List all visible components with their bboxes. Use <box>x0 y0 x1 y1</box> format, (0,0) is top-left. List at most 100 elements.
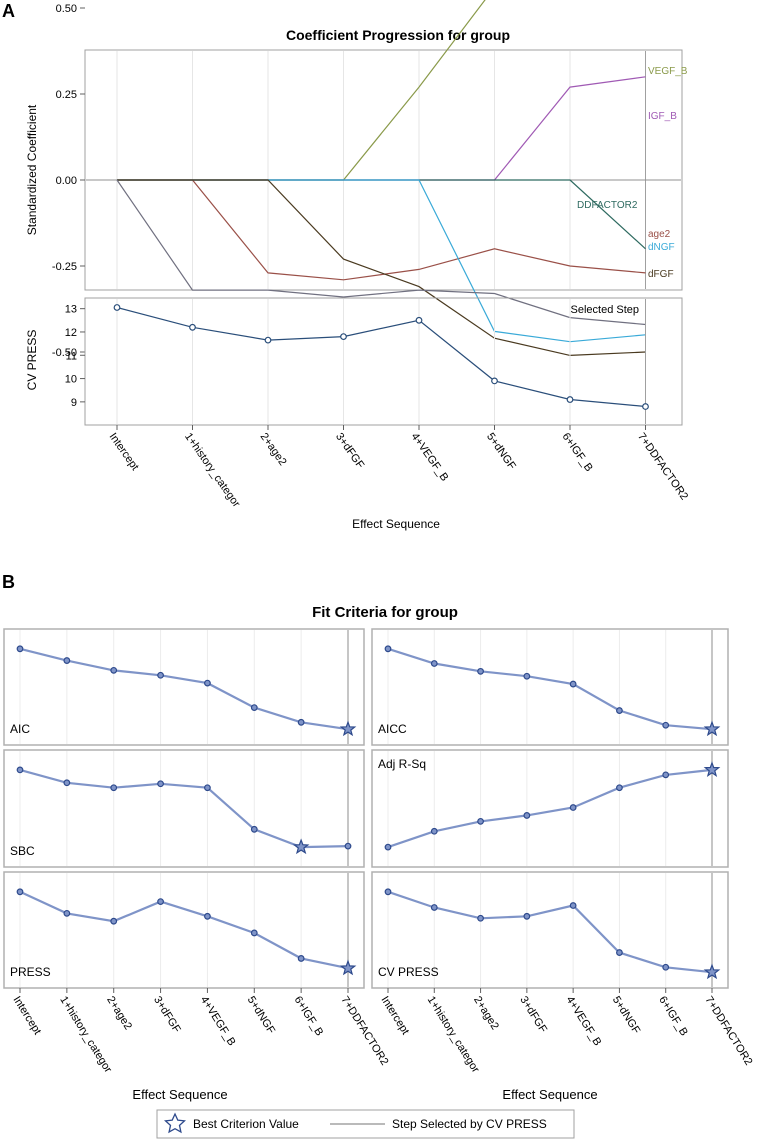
cv-press-point <box>566 396 574 403</box>
fit-point <box>616 949 623 956</box>
fit-point <box>204 912 211 920</box>
a-xtick-label: 2+age2 <box>258 431 289 468</box>
panel-a-xlabel: Effect Sequence <box>352 517 440 531</box>
fit-panel-cv-press: CV PRESS <box>371 871 729 989</box>
coef-label-dngf: dNGF <box>648 242 675 253</box>
cv-ylabel: CV PRESS <box>25 330 39 391</box>
fit-point <box>430 827 438 835</box>
cv-ytick-label: 12 <box>65 327 77 339</box>
b-xtick-label: 3+dFGF <box>517 994 549 1035</box>
cv-frame <box>84 297 683 426</box>
cv-press-point <box>415 316 423 324</box>
fit-point <box>430 904 438 911</box>
fit-point <box>110 917 118 925</box>
fit-point <box>523 672 531 680</box>
coef-label-igf-b: IGF_B <box>648 111 677 122</box>
fit-panel-frame <box>3 871 365 989</box>
b-xtick-label: 4+VEGF_B <box>564 994 604 1048</box>
fit-point <box>662 721 670 729</box>
fit-panel-label: AIC <box>10 722 30 736</box>
cv-ytick-label: 9 <box>71 397 77 409</box>
cvpress-plot: 13 12 11 10 9 <box>65 297 683 426</box>
coef-ytick-label: 0.50 <box>56 3 77 15</box>
a-xtick-label: 6+IGF_B <box>560 431 595 474</box>
fit-point <box>157 780 164 788</box>
fit-panel-sbc: SBC <box>3 749 365 868</box>
panel-b-xlabel-right: Effect Sequence <box>502 1087 597 1102</box>
fit-panel-label: AICC <box>378 722 407 736</box>
fit-point <box>204 784 211 792</box>
fit-panel-press: PRESS <box>3 871 365 989</box>
fit-point <box>662 771 670 779</box>
cv-ytick-label: 13 <box>65 304 77 316</box>
fit-panel-label: Adj R-Sq <box>378 757 426 771</box>
fit-point <box>250 704 258 711</box>
a-xtick-label: 1+history_categor <box>182 431 242 510</box>
fit-point <box>250 825 258 833</box>
fit-point <box>569 804 577 811</box>
best-criterion-star-icon <box>703 963 721 980</box>
a-xtick-label: Intercept <box>107 431 141 473</box>
fit-panel-aicc: AICC <box>371 628 729 746</box>
fit-point <box>16 645 24 653</box>
fit-point <box>157 898 164 905</box>
cv-press-point <box>113 304 121 311</box>
coef-series-dfgf <box>117 179 646 357</box>
cv-press-point <box>642 403 649 410</box>
best-criterion-star-icon <box>339 959 357 976</box>
panel-a-title: Coefficient Progression for group <box>286 27 510 43</box>
coef-ytick-label: 0.00 <box>56 175 77 187</box>
fit-point <box>662 963 670 971</box>
a-xtick-label: 5+dNGF <box>484 431 518 472</box>
fit-panel-frame <box>3 628 365 746</box>
coef-series-dngf <box>117 179 646 343</box>
fit-line <box>387 768 713 849</box>
fit-panel-frame <box>371 871 729 989</box>
fit-point <box>16 888 24 896</box>
b-xtick-label: Intercept <box>10 994 43 1037</box>
fit-point <box>477 817 484 825</box>
fit-point <box>477 914 484 922</box>
cv-press-point <box>340 333 347 341</box>
fit-point <box>297 718 305 726</box>
b-xtick-label: 5+dNGF <box>610 994 643 1036</box>
a-xtick-label: 3+dFGF <box>333 431 366 471</box>
coef-frame <box>84 49 683 291</box>
b-xtick-label: 7+DDFACTOR2 <box>702 994 754 1067</box>
fit-point <box>344 842 352 850</box>
fit-point <box>297 955 305 962</box>
fit-point <box>569 680 577 688</box>
fit-point <box>616 707 623 714</box>
best-criterion-star-icon <box>339 720 357 737</box>
fit-point <box>430 660 438 667</box>
coef-series-history-categor <box>116 179 646 326</box>
best-criterion-star-icon <box>703 720 721 737</box>
fit-panel-frame <box>371 628 729 746</box>
fit-panel-label: PRESS <box>10 965 51 979</box>
fit-point <box>16 766 24 774</box>
fit-line <box>19 768 349 849</box>
coef-ytick-label: -0.25 <box>52 261 77 273</box>
legend-step-label: Step Selected by CV PRESS <box>392 1117 547 1131</box>
coef-series-igf-b <box>117 76 646 181</box>
fit-line <box>19 890 349 970</box>
b-xtick-label: 4+VEGF_B <box>198 994 238 1048</box>
fit-point <box>110 666 118 674</box>
cv-ytick-label: 10 <box>65 374 77 386</box>
fit-panel-label: CV PRESS <box>378 965 439 979</box>
coef-ytick-label: -0.50 <box>52 347 77 359</box>
fit-point <box>523 912 531 920</box>
fit-point <box>63 657 71 664</box>
fit-line <box>387 647 713 731</box>
cv-press-line <box>116 306 646 408</box>
coef-label-ddfactor2: DDFACTOR2 <box>577 200 638 211</box>
fit-point <box>250 929 258 937</box>
best-criterion-star-icon <box>703 761 721 778</box>
fit-point <box>569 902 577 909</box>
coefficient-plot: 0.50 0.25 0.00 -0.25 -0.50 VEGF_B IGF_B DDFACT… <box>52 0 688 359</box>
fit-point <box>477 667 484 675</box>
panel-b-title: Fit Criteria for group <box>312 604 458 621</box>
fit-point <box>110 784 118 792</box>
panel-a-label: A <box>2 1 15 21</box>
